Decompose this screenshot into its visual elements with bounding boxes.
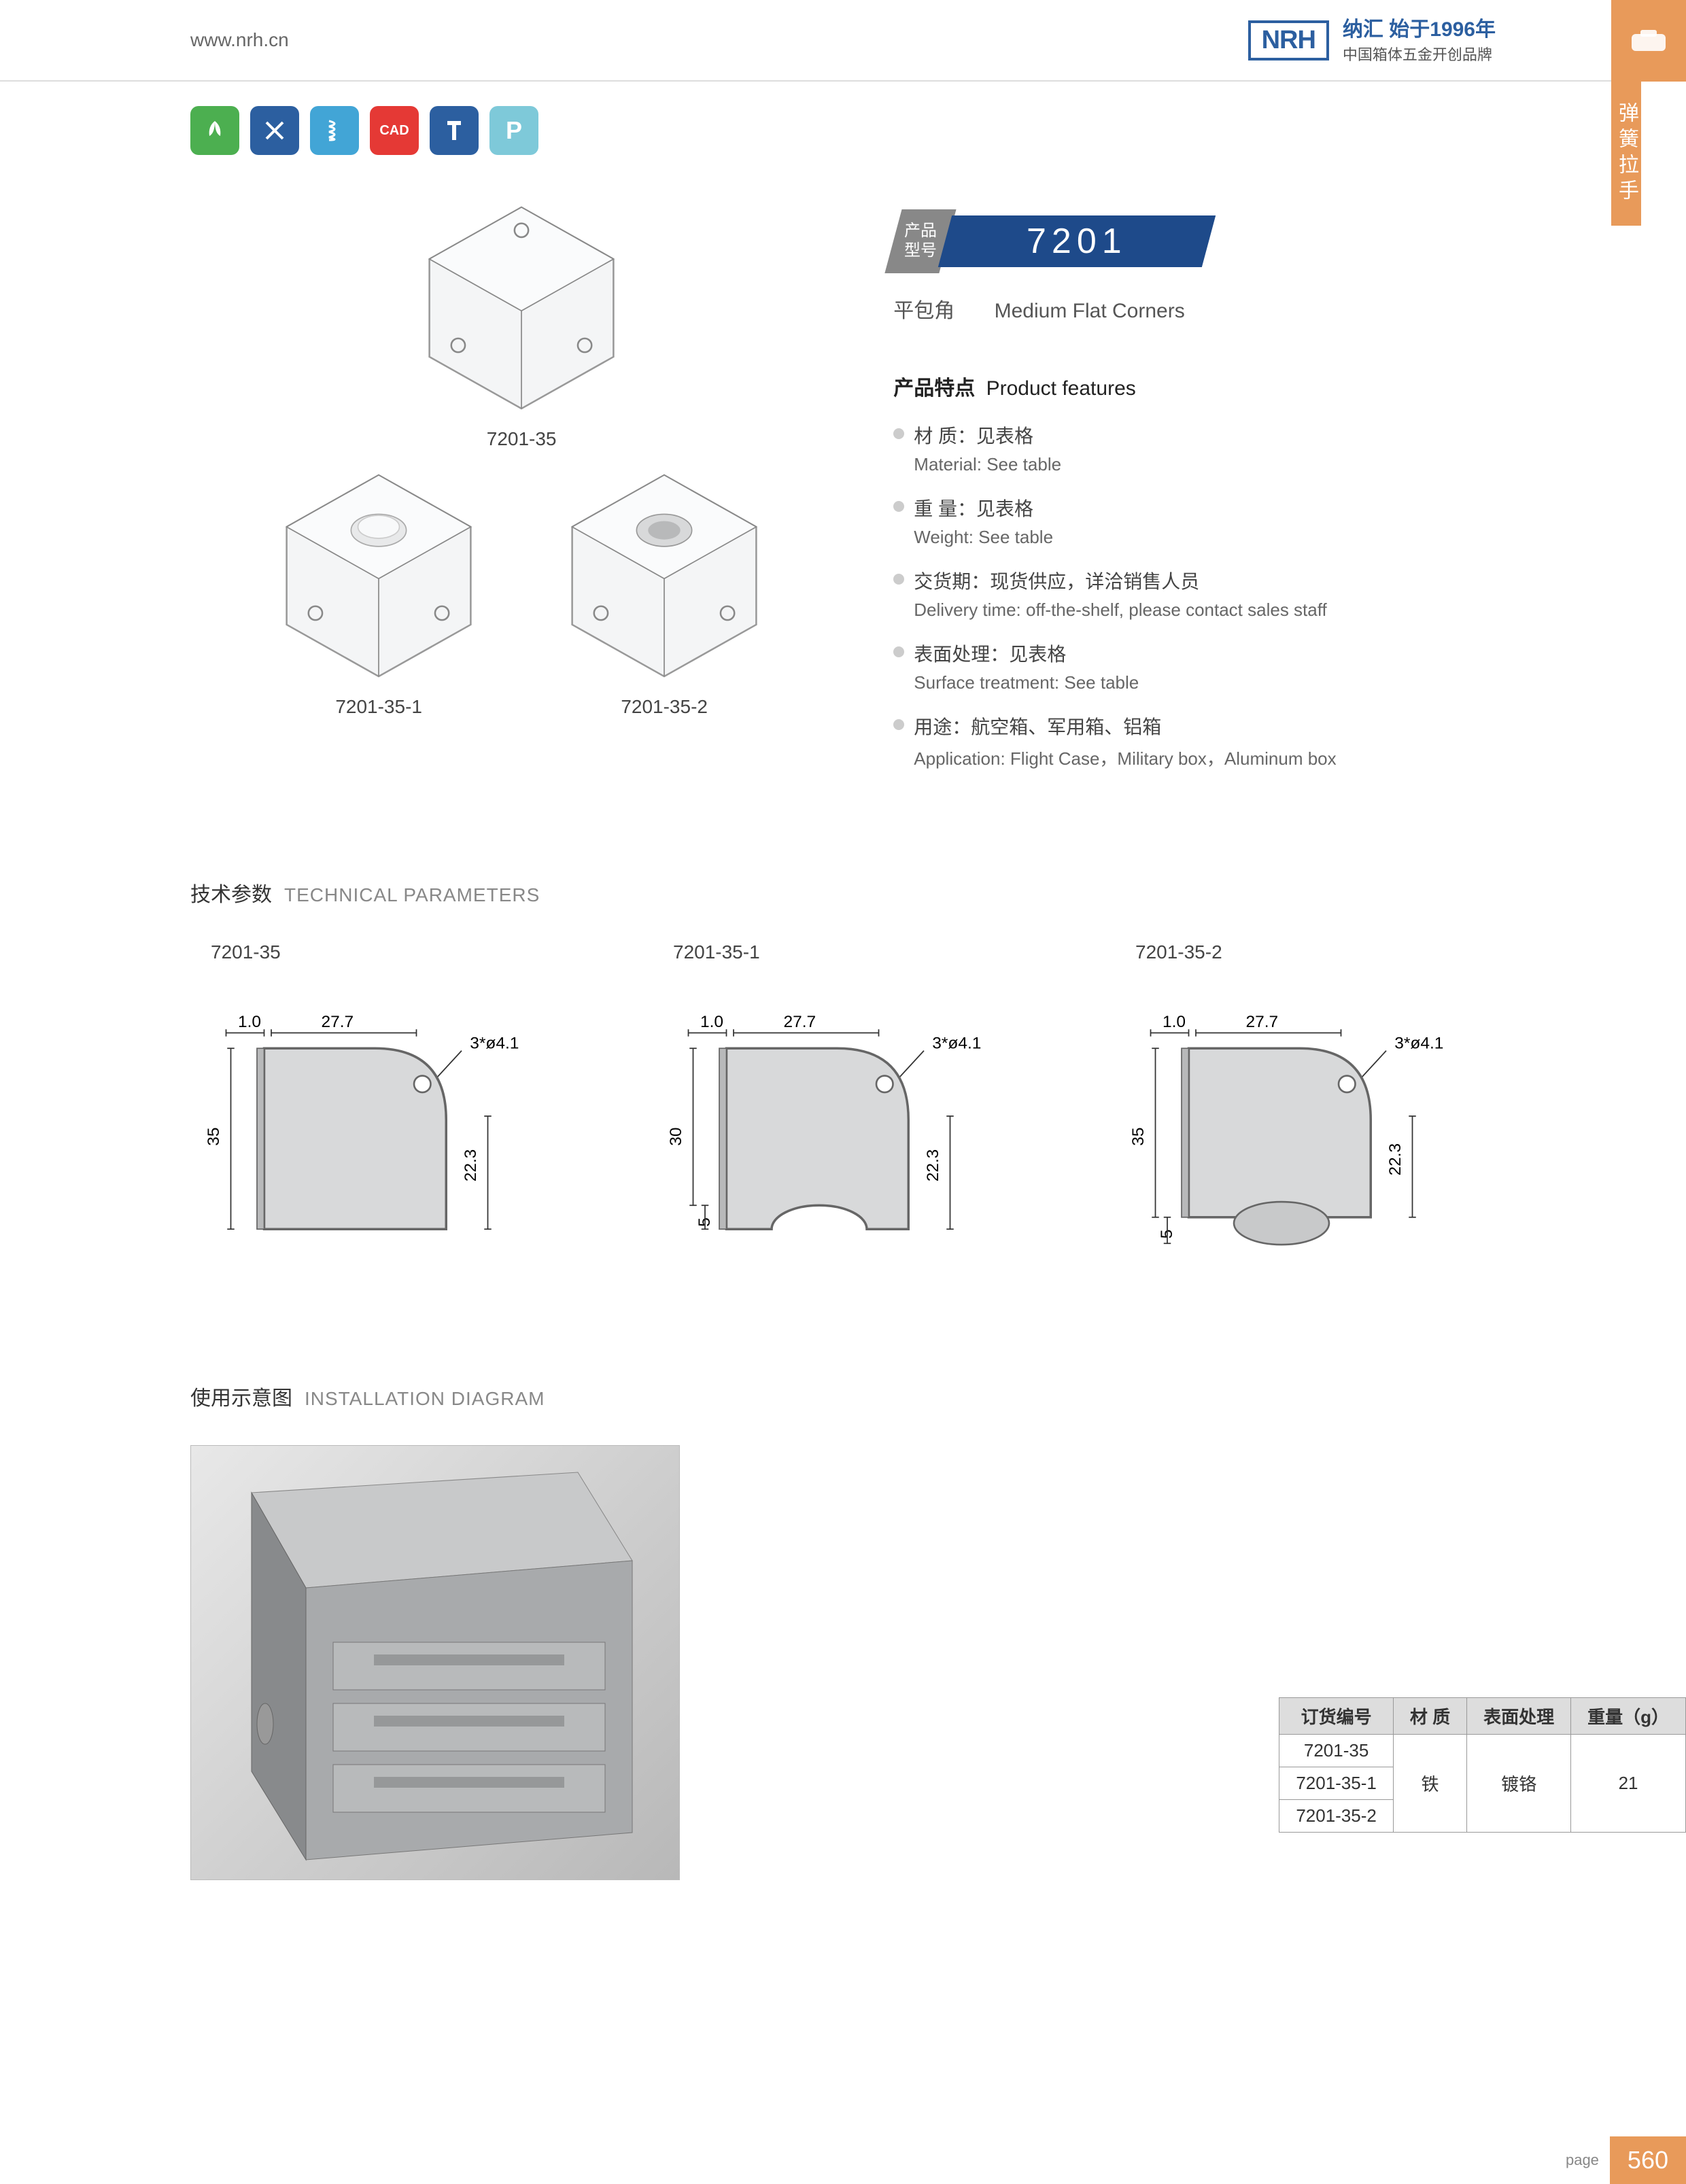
install-title: 使用示意图INSTALLATION DIAGRAM — [190, 1381, 1496, 1411]
page-number: 560 — [1610, 2136, 1686, 2184]
svg-text:3*ø4.1: 3*ø4.1 — [470, 1034, 519, 1052]
model-name-en: Medium Flat Corners — [995, 300, 1185, 322]
side-tab-icon — [1611, 0, 1686, 82]
th-weight: 重量（g） — [1571, 1697, 1686, 1734]
tech-params-title: 技术参数TECHNICAL PARAMETERS — [190, 878, 1496, 907]
th-material: 材 质 — [1393, 1697, 1466, 1734]
product-image-1: 7201-35 — [406, 196, 637, 450]
eco-icon — [190, 106, 239, 155]
product-image-3: 7201-35-2 — [549, 464, 780, 718]
feature-item: 表面处理：见表格 Surface treatment: See table — [893, 640, 1496, 693]
model-number: 7201 — [938, 215, 1216, 267]
product-images: 7201-35 7201-35-1 — [190, 196, 853, 789]
feature-item: 交货期：现货供应，详洽销售人员 Delivery time: off-the-s… — [893, 567, 1496, 621]
brand-subtitle: 中国箱体五金开创品牌 — [1343, 43, 1496, 65]
main-content: 7201-35 7201-35-1 — [0, 196, 1686, 1880]
svg-text:22.3: 22.3 — [462, 1149, 480, 1181]
page-label: page — [1566, 2151, 1599, 2169]
th-surface: 表面处理 — [1467, 1697, 1571, 1734]
brand-logo: NRH — [1248, 20, 1329, 60]
install-image — [190, 1445, 680, 1880]
image-label-1: 7201-35 — [406, 428, 637, 450]
image-label-3: 7201-35-2 — [549, 696, 780, 718]
svg-text:1.0: 1.0 — [1163, 1012, 1186, 1030]
brand-block: NRH 纳汇 始于1996年 中国箱体五金开创品牌 — [1248, 16, 1496, 65]
model-header: 产品型号 7201 — [893, 209, 1496, 273]
website-url: www.nrh.cn — [190, 29, 289, 51]
page-header: www.nrh.cn NRH 纳汇 始于1996年 中国箱体五金开创品牌 — [0, 0, 1686, 82]
svg-text:3*ø4.1: 3*ø4.1 — [1394, 1034, 1443, 1052]
svg-text:1.0: 1.0 — [238, 1012, 261, 1030]
svg-text:3*ø4.1: 3*ø4.1 — [932, 1034, 981, 1052]
p-icon: P — [489, 106, 538, 155]
td-material: 铁 — [1393, 1734, 1466, 1832]
model-name-cn: 平包角 — [893, 300, 954, 322]
td-order: 7201-35-1 — [1279, 1767, 1394, 1799]
tech-diagram-3: 7201-35-2 1.0 27.7 3*ø4.1 35 5 22.3 — [1115, 941, 1496, 1293]
feature-item: 用途：航空箱、军用箱、铝箱 Application: Flight Case，M… — [893, 712, 1496, 770]
feature-item: 材 质：见表格 Material: See table — [893, 421, 1496, 475]
svg-text:27.7: 27.7 — [322, 1012, 354, 1030]
tech-diagrams: 7201-35 1.0 27.7 3*ø4.1 35 22.3 7201-35-… — [190, 941, 1496, 1293]
icon-row: CAD P — [0, 82, 1686, 155]
side-tab: 弹簧拉手 — [1611, 0, 1686, 226]
model-name: 平包角 Medium Flat Corners — [893, 294, 1496, 324]
feature-list: 材 质：见表格 Material: See table 重 量：见表格 Weig… — [893, 421, 1496, 770]
tools-icon — [250, 106, 299, 155]
feature-item: 重 量：见表格 Weight: See table — [893, 494, 1496, 548]
tech-diagram-2: 7201-35-1 1.0 27.7 3*ø4.1 30 5 22.3 — [653, 941, 1033, 1293]
screw-icon — [430, 106, 479, 155]
image-label-2: 7201-35-1 — [263, 696, 494, 718]
svg-text:35: 35 — [205, 1127, 223, 1145]
page-footer: page 560 — [1566, 2136, 1686, 2184]
svg-text:27.7: 27.7 — [1246, 1012, 1279, 1030]
tech-diagram-1: 7201-35 1.0 27.7 3*ø4.1 35 22.3 — [190, 941, 571, 1293]
svg-text:1.0: 1.0 — [700, 1012, 723, 1030]
spring-icon — [310, 106, 359, 155]
cad-icon: CAD — [370, 106, 419, 155]
td-weight: 21 — [1571, 1734, 1686, 1832]
svg-text:30: 30 — [667, 1127, 685, 1145]
td-order: 7201-35 — [1279, 1734, 1394, 1767]
th-order: 订货编号 — [1279, 1697, 1394, 1734]
svg-text:22.3: 22.3 — [1386, 1143, 1405, 1175]
product-row: 7201-35 7201-35-1 — [190, 196, 1496, 789]
product-info: 产品型号 7201 平包角 Medium Flat Corners 产品特点 P… — [853, 196, 1496, 789]
td-surface: 镀铬 — [1467, 1734, 1571, 1832]
spec-table: 订货编号 材 质 表面处理 重量（g） 7201-35 铁 镀铬 21 7201… — [1279, 1697, 1686, 1833]
brand-text: 纳汇 始于1996年 — [1343, 16, 1496, 43]
td-order: 7201-35-2 — [1279, 1799, 1394, 1832]
svg-text:22.3: 22.3 — [924, 1149, 942, 1181]
product-image-2: 7201-35-1 — [263, 464, 494, 718]
features-title: 产品特点 Product features — [893, 371, 1496, 401]
svg-text:27.7: 27.7 — [784, 1012, 816, 1030]
svg-text:35: 35 — [1129, 1127, 1148, 1145]
